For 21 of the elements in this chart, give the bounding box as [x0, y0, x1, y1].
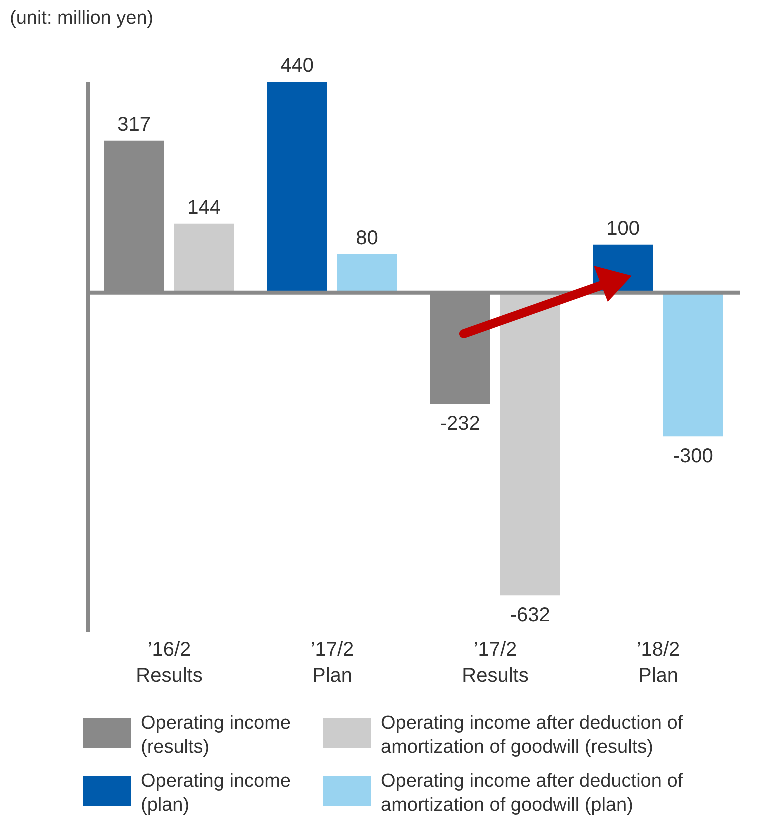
data-label: -632: [510, 604, 550, 627]
x-tick-label: ’17/2 Plan: [310, 639, 354, 687]
bar: [663, 292, 724, 437]
data-label: 100: [606, 218, 640, 240]
legend-label: Operating income (results): [141, 712, 292, 760]
data-label: 144: [188, 196, 221, 219]
data-label: -232: [440, 412, 480, 435]
bar: [337, 254, 398, 293]
data-label: 80: [356, 228, 378, 250]
y-axis-title: (unit: million yen): [10, 8, 155, 31]
x-tick-label: ’17/2 Results: [462, 639, 529, 687]
legend-label: Operating income after deduction of amortization of goodwill (results): [381, 712, 684, 760]
data-label: 440: [280, 55, 314, 77]
data-label: 317: [118, 114, 151, 136]
data-label: -300: [673, 446, 714, 468]
x-tick-label: ’16/2 Results: [136, 639, 203, 687]
bar: [174, 224, 234, 293]
legend-label: Operating income after deduction of amortization of goodwill (plan): [381, 770, 684, 818]
bar: [267, 82, 328, 293]
legend-label: Operating income (plan): [141, 770, 292, 818]
x-tick-label: ’18/2 Plan: [636, 639, 680, 687]
